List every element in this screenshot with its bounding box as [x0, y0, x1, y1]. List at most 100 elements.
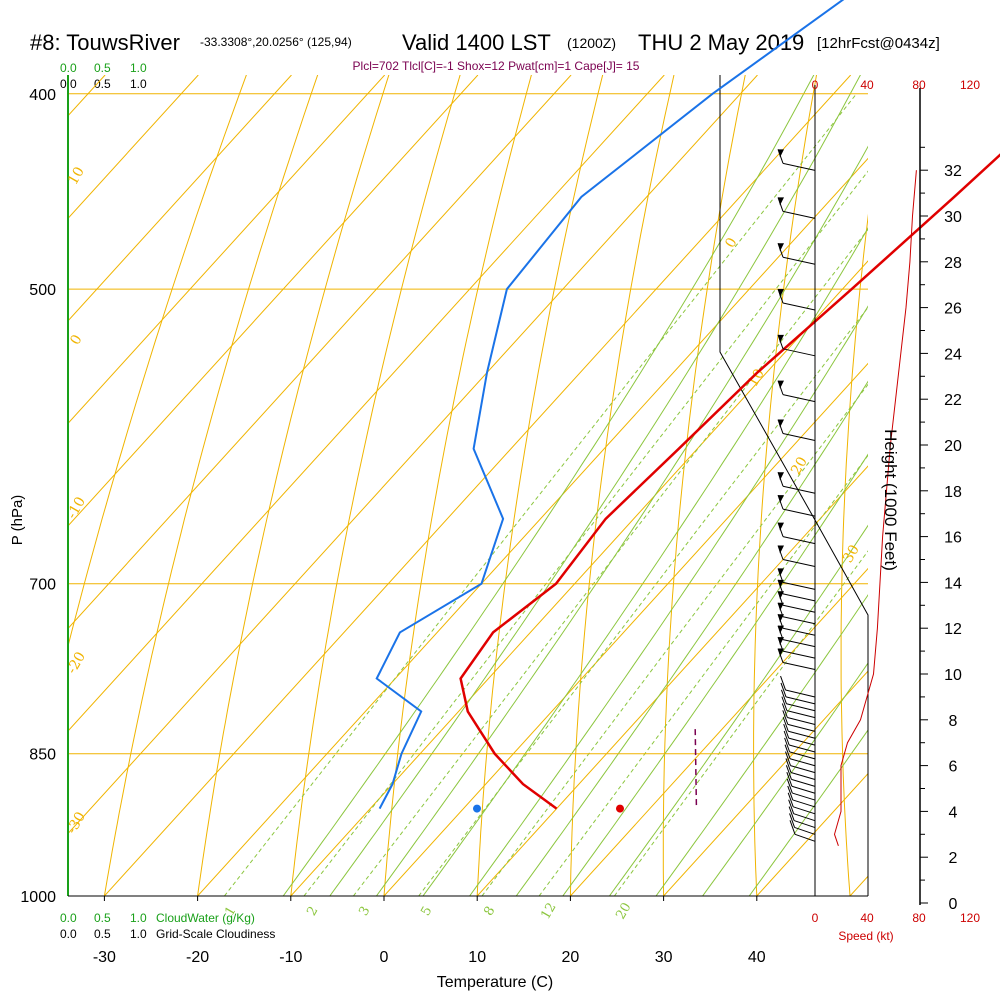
temperature-tick-label: -10 [279, 949, 302, 966]
wind-barb-flag [778, 149, 784, 158]
speed-tick-bottom: 80 [912, 911, 926, 925]
temperature-tick-label: 0 [380, 949, 389, 966]
height-tick-label: 8 [949, 713, 958, 730]
height-tick-label: 18 [944, 484, 962, 501]
wind-barb-shaft [782, 639, 816, 648]
temperature-tick-label: -20 [186, 949, 209, 966]
moist-adiabat-line [748, 729, 868, 896]
height-tick-label: 6 [949, 759, 958, 776]
wind-barb-staff [786, 778, 793, 794]
mixing-ratio-label: 3 [356, 904, 373, 919]
dry-adiabat-line [476, 75, 604, 896]
moist-adiabat-line [329, 75, 861, 896]
speed-tick-bottom: 40 [860, 911, 874, 925]
wind-barb-shaft [782, 627, 816, 636]
pressure-tick-label: 850 [29, 747, 56, 764]
moist-adiabat-line [701, 662, 868, 896]
wind-barb-staff [786, 772, 793, 787]
height-tick-label: 26 [944, 301, 962, 318]
wind-barb-staff [781, 703, 788, 718]
mixing-ratio-label: 8 [481, 904, 498, 919]
wind-barb-shaft [794, 833, 816, 842]
dewpoint-profile [375, 0, 845, 810]
temperature-tick-label: 20 [562, 949, 580, 966]
mixing-ratio-labels: 1 2 3 5 8 12 20 [222, 900, 634, 922]
y-axis-title: P (hPa) [9, 495, 26, 546]
wind-barb-staff [783, 723, 790, 739]
surface-dewpoint-marker [473, 804, 481, 813]
temperature-tick-label: 10 [468, 949, 486, 966]
pressure-tick-label: 700 [29, 577, 56, 594]
x-axis-title: Temperature (C) [437, 974, 553, 991]
temperature-tick-label: 40 [748, 949, 766, 966]
height-tick-label: 20 [944, 438, 962, 455]
wind-barb-flag [778, 334, 784, 343]
isotherm-line [68, 75, 292, 322]
mixing-ratio-label: 5 [418, 904, 435, 919]
cloudiness-axis-title: Grid-Scale Cloudiness [156, 927, 275, 941]
wind-barb-staff [787, 792, 794, 807]
dry-adiabat-line [197, 75, 390, 896]
mixing-ratio-line [481, 383, 868, 896]
mixing-ratio-label: 2 [304, 904, 321, 919]
cloudiness-tick-top-2: 1.0 [130, 77, 147, 91]
dry-adiabat-line [926, 0, 1000, 939]
wind-barb-shaft [793, 820, 816, 829]
wind-barb-staff [789, 820, 796, 835]
wind-barb-shaft [782, 433, 816, 442]
wind-barb-staff [780, 689, 787, 704]
wind-barb-staff [781, 696, 788, 711]
wind-barb-flag [778, 568, 784, 577]
background-lines [0, 0, 1000, 939]
wind-barb-shaft [793, 806, 816, 815]
pressure-axis: 2503004005007008501000 [20, 87, 56, 906]
moist-adiabat-line [282, 75, 815, 896]
wind-barb-staff [780, 682, 787, 698]
wind-barb-staff [785, 765, 792, 780]
isotherm-label: 20 [788, 454, 811, 477]
temperature-tick-label: -30 [93, 949, 116, 966]
height-tick-label: 14 [944, 575, 962, 592]
wind-barb-shaft [782, 616, 816, 625]
isotherm-line [0, 75, 12, 896]
isotherm-line [476, 465, 868, 896]
dry-adiabat-line [68, 75, 247, 649]
isotherm-line [68, 75, 479, 527]
wind-barb-flag [778, 197, 784, 206]
cloudiness-tick-bottom-1: 0.5 [94, 927, 111, 941]
wind-barb-shaft [782, 162, 816, 171]
mixing-ratio-label: 12 [538, 900, 559, 922]
speed-tick-bottom: 120 [960, 911, 980, 925]
speed-tick-top: 120 [960, 78, 980, 92]
moist-adiabat-line [422, 227, 868, 896]
wind-barb-shaft [782, 348, 816, 357]
speed-tick-bottom: 0 [812, 911, 819, 925]
wind-speed-curve [833, 170, 917, 846]
wind-barb-shaft [782, 650, 816, 659]
pressure-tick-label: 500 [29, 282, 56, 299]
dry-adiabat-line [753, 75, 818, 896]
cloud-tick-top-2: 1.0 [130, 61, 147, 75]
height-axis-title: Height (1000 Feet) [881, 429, 900, 571]
wind-barb-staff [788, 806, 795, 821]
moist-adiabat-line [655, 594, 868, 896]
wind-barb-staff [784, 744, 791, 759]
height-tick-label: 32 [944, 163, 962, 180]
mixing-ratio-line [224, 93, 857, 896]
plot-frame [67, 75, 869, 897]
wind-barb-shaft [785, 696, 816, 705]
height-tick-label: 30 [944, 209, 962, 226]
surface-temperature-marker [616, 804, 624, 813]
wind-barb-shaft [782, 256, 816, 265]
wind-barb-staff [785, 758, 792, 773]
wind-barb-flag [778, 419, 784, 428]
wind-barb-shaft [790, 765, 816, 774]
height-tick-label: 12 [944, 621, 962, 638]
pressure-tick-label: 400 [29, 87, 56, 104]
wind-barb-shaft [792, 799, 816, 808]
isotherm-label: 0 [67, 332, 85, 348]
wind-barb-flag [778, 243, 784, 252]
isotherm-line [68, 75, 386, 425]
speed-axis-title: Speed (kt) [838, 929, 893, 943]
